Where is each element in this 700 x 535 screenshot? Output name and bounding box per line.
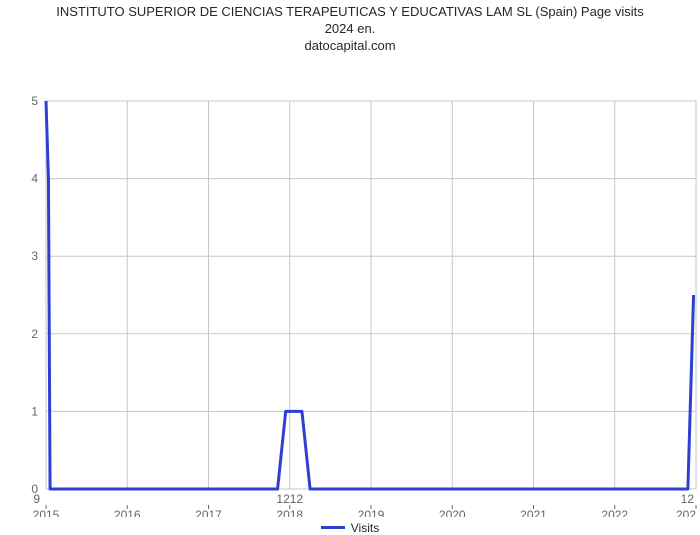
- line-chart: 0123459121212201520162017201820192020202…: [0, 57, 700, 517]
- x-tick-label: 2019: [358, 508, 385, 517]
- y-tick-label: 1: [31, 404, 38, 418]
- x-tick-label: 2020: [439, 508, 466, 517]
- x-tick-label: 2022: [601, 508, 628, 517]
- chart-title-line1: INSTITUTO SUPERIOR DE CIENCIAS TERAPEUTI…: [56, 4, 644, 36]
- legend-swatch: [321, 526, 345, 529]
- y-tick-label: 3: [31, 249, 38, 263]
- secondary-left-label: 9: [33, 492, 40, 506]
- chart-title-line2: datocapital.com: [304, 38, 395, 53]
- x-tick-label: 2018: [276, 508, 303, 517]
- x-tick-label: 2021: [520, 508, 547, 517]
- y-tick-label: 5: [31, 94, 38, 108]
- x-tick-label-last: 202: [676, 508, 696, 517]
- y-tick-label: 4: [31, 171, 38, 185]
- chart-title: INSTITUTO SUPERIOR DE CIENCIAS TERAPEUTI…: [0, 0, 700, 57]
- legend: Visits: [0, 517, 700, 535]
- x-tick-label: 2017: [195, 508, 222, 517]
- x-tick-label: 2015: [33, 508, 60, 517]
- y-tick-label: 2: [31, 326, 38, 340]
- secondary-right-label: 12: [681, 492, 695, 506]
- x-tick-label: 2016: [114, 508, 141, 517]
- center-annotation: 1212: [276, 492, 303, 506]
- legend-label: Visits: [351, 521, 379, 535]
